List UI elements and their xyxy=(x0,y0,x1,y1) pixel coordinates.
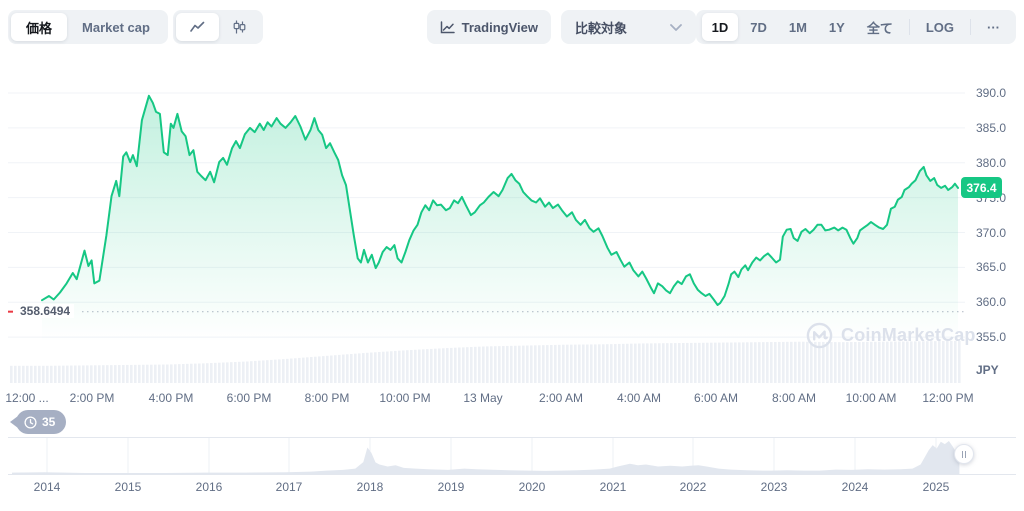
y-axis-tick: 355.0 xyxy=(976,330,1007,345)
y-axis-unit: JPY xyxy=(976,363,999,377)
y-axis-tick: 385.0 xyxy=(976,120,1007,135)
x-axis-tick: 4:00 AM xyxy=(616,391,662,405)
divider xyxy=(908,19,910,35)
history-year-tick: 2018 xyxy=(356,480,384,494)
x-axis-tick: 13 May xyxy=(463,391,503,405)
x-axis-tick: 8:00 AM xyxy=(771,391,817,405)
history-year-tick: 2017 xyxy=(275,480,303,494)
chevron-down-icon xyxy=(669,23,682,31)
history-year-tick: 2022 xyxy=(679,480,707,494)
history-year-tick: 2021 xyxy=(599,480,627,494)
y-axis-tick: 370.0 xyxy=(976,225,1007,240)
time-range-selector: 1D 7D 1M 1Y 全て LOG ··· xyxy=(695,10,1016,44)
y-axis-tick: 380.0 xyxy=(976,155,1007,170)
price-marketcap-toggle: 価格 Market cap xyxy=(8,10,168,44)
history-year-tick: 2025 xyxy=(922,480,950,494)
x-axis-tick: 12:00 ... xyxy=(5,391,49,405)
history-clock-icon xyxy=(24,415,37,429)
y-axis-tick: 390.0 xyxy=(976,86,1007,100)
log-scale-button[interactable]: LOG xyxy=(916,13,964,41)
line-chart-type-button[interactable] xyxy=(175,13,219,41)
tradingview-label: TradingView xyxy=(461,19,538,35)
navigator-drag-handle[interactable] xyxy=(954,444,974,464)
x-axis-tick: 2:00 AM xyxy=(538,391,584,405)
x-axis-tick: 10:00 PM xyxy=(379,391,431,405)
range-7d-button[interactable]: 7D xyxy=(740,13,777,41)
x-axis-tick: 6:00 PM xyxy=(226,391,272,405)
line-chart-icon xyxy=(189,21,205,33)
tab-price[interactable]: 価格 xyxy=(11,13,68,41)
tradingview-button[interactable]: TradingView xyxy=(426,10,551,44)
range-all-button[interactable]: 全て xyxy=(857,13,903,41)
history-year-tick: 2016 xyxy=(195,480,223,494)
history-year-tick: 2024 xyxy=(841,480,869,494)
y-axis-tick: 360.0 xyxy=(976,295,1007,310)
history-year-tick: 2023 xyxy=(760,480,788,494)
x-axis-tick: 4:00 PM xyxy=(148,391,194,405)
y-axis-tick: 365.0 xyxy=(976,260,1007,275)
range-1y-button[interactable]: 1Y xyxy=(819,13,855,41)
compare-dropdown[interactable]: 比較対象 xyxy=(560,10,696,44)
x-axis-tick: 8:00 PM xyxy=(304,391,350,405)
tab-market-cap[interactable]: Market cap xyxy=(67,13,165,41)
more-options-button[interactable]: ··· xyxy=(977,13,1010,41)
history-year-tick: 2020 xyxy=(518,480,546,494)
compare-dropdown-label: 比較対象 xyxy=(574,20,627,36)
countdown-badge[interactable]: 35 xyxy=(9,410,67,434)
history-navigator-canvas[interactable] xyxy=(8,437,1016,475)
candlestick-icon xyxy=(233,20,246,34)
history-year-tick: 2015 xyxy=(114,480,142,494)
x-axis-tick: 6:00 AM xyxy=(693,391,739,405)
x-axis-tick: 10:00 AM xyxy=(845,391,897,405)
countdown-value: 35 xyxy=(42,415,56,429)
history-year-tick: 2014 xyxy=(33,480,61,494)
tradingview-icon xyxy=(440,20,455,34)
price-chart-canvas[interactable] xyxy=(8,55,965,385)
x-axis-tick: 2:00 PM xyxy=(69,391,115,405)
candlestick-chart-type-button[interactable] xyxy=(219,13,260,41)
current-price-badge: 376.4 xyxy=(961,177,1002,198)
history-year-tick: 2019 xyxy=(437,480,465,494)
chart-type-toggle xyxy=(172,10,263,44)
chart-toolbar: 価格 Market cap xyxy=(8,10,1016,44)
range-1d-button[interactable]: 1D xyxy=(701,13,739,41)
range-1m-button[interactable]: 1M xyxy=(779,13,817,41)
reference-price-label: 358.6494 xyxy=(16,304,75,318)
x-axis-tick: 12:00 PM xyxy=(922,391,974,405)
divider xyxy=(970,19,971,35)
